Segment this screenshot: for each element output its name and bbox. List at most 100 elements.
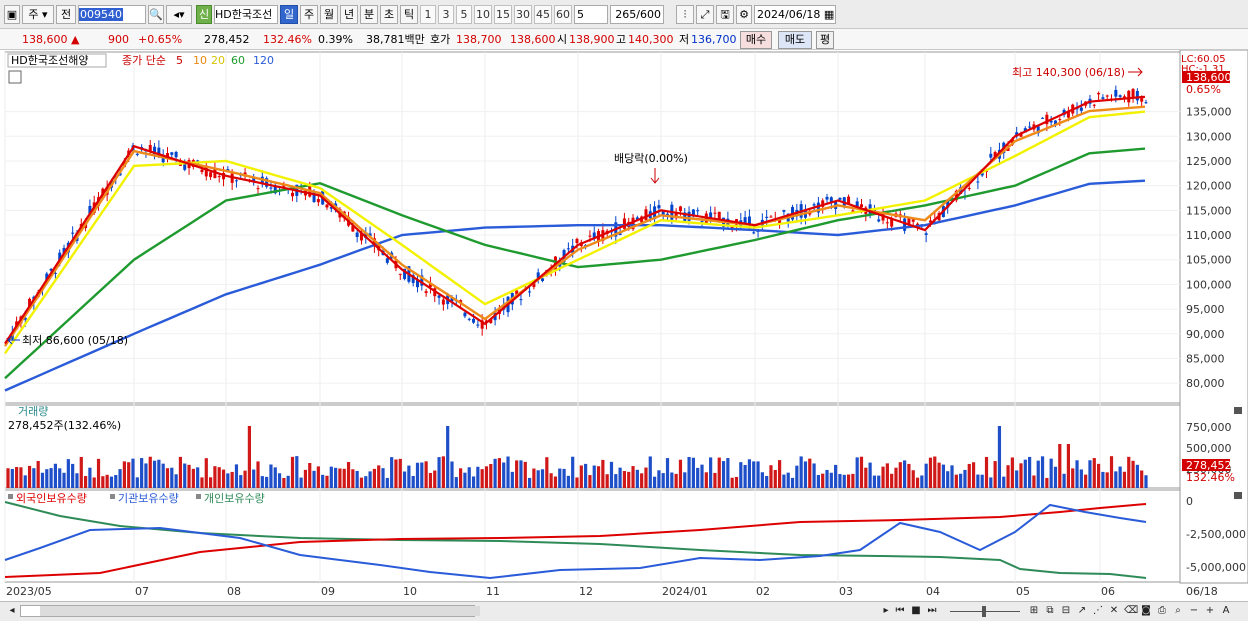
period-month-button[interactable]: 월 (320, 5, 338, 24)
x-axis-label: 2024/01 (662, 585, 708, 598)
interval-30-button[interactable]: 30 (514, 5, 532, 24)
volume-bar (282, 477, 286, 488)
chart-scroll-bar[interactable]: ◂ ▸ ⏮ ■ ⏭ ⊞ ⧉ ⊟ ↗ ⋰ ✕ ⌫ ◙ ⎙ ⌕ − + A (0, 601, 1248, 621)
volume-bar (605, 474, 609, 488)
volume-bar (359, 477, 364, 488)
volume-y-tick: 750,000 (1186, 421, 1232, 434)
candle-body (782, 210, 786, 212)
period-tick-button[interactable]: 틱 (400, 5, 418, 24)
volume-bar (463, 472, 467, 488)
volume-bar (1075, 460, 1079, 488)
candle-type-icon[interactable]: ⫶ (676, 5, 694, 24)
x-axis-label: 09 (321, 585, 335, 598)
scroll-left-arrow-icon[interactable]: ◂ (9, 605, 15, 616)
volume-bar (325, 475, 329, 488)
history-dropdown-icon[interactable]: ◂▾ (166, 5, 192, 24)
stop-icon[interactable]: ■ (911, 605, 921, 616)
fibo-tool-icon[interactable]: ⋰ (1093, 605, 1103, 616)
compare-icon[interactable]: ⊟ (1061, 605, 1071, 616)
volume-bar (704, 472, 708, 488)
candle-body (1006, 147, 1010, 151)
window-menu-icon[interactable]: ▣ (4, 5, 20, 24)
count-input[interactable]: 265/600 (610, 5, 664, 24)
candle-body (1127, 90, 1131, 103)
table-view-icon[interactable] (8, 70, 22, 84)
layout-icon[interactable]: ⊞ (1029, 605, 1039, 616)
interval-60-button[interactable]: 60 (554, 5, 572, 24)
period-second-button[interactable]: 초 (380, 5, 398, 24)
save-icon[interactable]: 🖫 (716, 5, 734, 24)
interval-3-button[interactable]: 3 (438, 5, 454, 24)
search-icon[interactable]: 🔍 (148, 5, 164, 24)
period-year-button[interactable]: 년 (340, 5, 358, 24)
zoom-in-icon[interactable]: + (1205, 605, 1215, 616)
forward-icon[interactable]: ⏭ (927, 605, 937, 616)
cross-tool-icon[interactable]: ✕ (1109, 605, 1119, 616)
buy-button[interactable]: 매수 (740, 31, 772, 49)
rewind-icon[interactable]: ⏮ (895, 605, 905, 616)
zoom-slider-handle[interactable] (982, 606, 986, 617)
interval-5-button[interactable]: 5 (456, 5, 472, 24)
interval-10-button[interactable]: 10 (474, 5, 492, 24)
period-selector[interactable]: 주 ▾ (22, 5, 54, 24)
copy-icon[interactable]: ⧉ (1046, 605, 1054, 616)
volume-bar (532, 468, 536, 488)
volume-panel-close-icon[interactable] (1234, 407, 1242, 414)
eval-button[interactable]: 평 (816, 31, 834, 49)
volume-bar (75, 473, 79, 488)
candle-body (204, 165, 208, 177)
stock-code-input[interactable]: 009540 (78, 5, 146, 24)
volume-bar (1114, 471, 1118, 488)
candle-body (860, 204, 863, 208)
last-price-tag: 138,600 (1186, 71, 1232, 84)
zoom-out-icon[interactable]: − (1189, 605, 1199, 616)
auto-scale-icon[interactable]: A (1222, 605, 1230, 616)
candle-body (954, 190, 958, 201)
period-day-button[interactable]: 일 (280, 5, 298, 24)
scroll-right-arrow-icon[interactable]: ▸ (883, 605, 889, 616)
volume-bar (635, 469, 639, 488)
period-minute-button[interactable]: 분 (360, 5, 378, 24)
volume-bar (484, 466, 489, 488)
price-y-tick: 125,000 (1186, 155, 1232, 168)
interval-45-button[interactable]: 45 (534, 5, 552, 24)
market-selector[interactable]: 전 (56, 5, 76, 24)
interval-input[interactable]: 5 (574, 5, 608, 24)
legend-box[interactable] (7, 53, 107, 68)
high-arrow-icon (1128, 67, 1143, 77)
search-icon[interactable]: ⌕ (1175, 605, 1181, 616)
volume-bar (1006, 465, 1010, 488)
candle-body (234, 180, 238, 182)
holdings-panel-close-icon[interactable] (1234, 492, 1242, 499)
camera-icon[interactable]: ◙ (1141, 605, 1151, 616)
trend-tool-icon[interactable]: ↗ (1077, 605, 1087, 616)
low-label: 저 (679, 33, 690, 46)
candle-body (519, 299, 523, 301)
sell-button[interactable]: 매도 (778, 31, 812, 49)
x-axis-label: 08 (227, 585, 241, 598)
price-y-tick: 120,000 (1186, 180, 1232, 193)
ask-price-2: 138,600 (510, 33, 556, 46)
volume-panel[interactable] (4, 404, 1181, 489)
period-week-button[interactable]: 주 (300, 5, 318, 24)
volume-bar (273, 467, 277, 488)
interval-1-button[interactable]: 1 (420, 5, 436, 24)
candle-body (411, 275, 415, 283)
volume-title: 거래량 (18, 405, 48, 418)
candle-body (528, 291, 532, 293)
price-panel[interactable] (4, 51, 1181, 404)
print-icon[interactable]: ⎙ (1158, 605, 1166, 616)
settings-gear-icon[interactable]: ⚙ (736, 5, 752, 24)
volume-bar (1088, 460, 1092, 488)
date-input[interactable]: 2024/06/18 ▦ (754, 5, 836, 24)
volume-bar (49, 468, 53, 488)
eraser-icon[interactable]: ⌫ (1124, 605, 1139, 616)
volume-bar (907, 463, 911, 488)
candle-body (713, 212, 717, 214)
interval-15-button[interactable]: 15 (494, 5, 512, 24)
stock-chart[interactable]: 2023/05 07 08 09 10 11 12 2024/01 02 03 04 05 06 06/1… (0, 50, 1248, 601)
volume-bar (459, 468, 463, 488)
scroll-thumb[interactable] (40, 606, 480, 616)
volume-bar (1144, 475, 1148, 488)
draw-tool-icon[interactable]: ⤢ (696, 5, 714, 24)
